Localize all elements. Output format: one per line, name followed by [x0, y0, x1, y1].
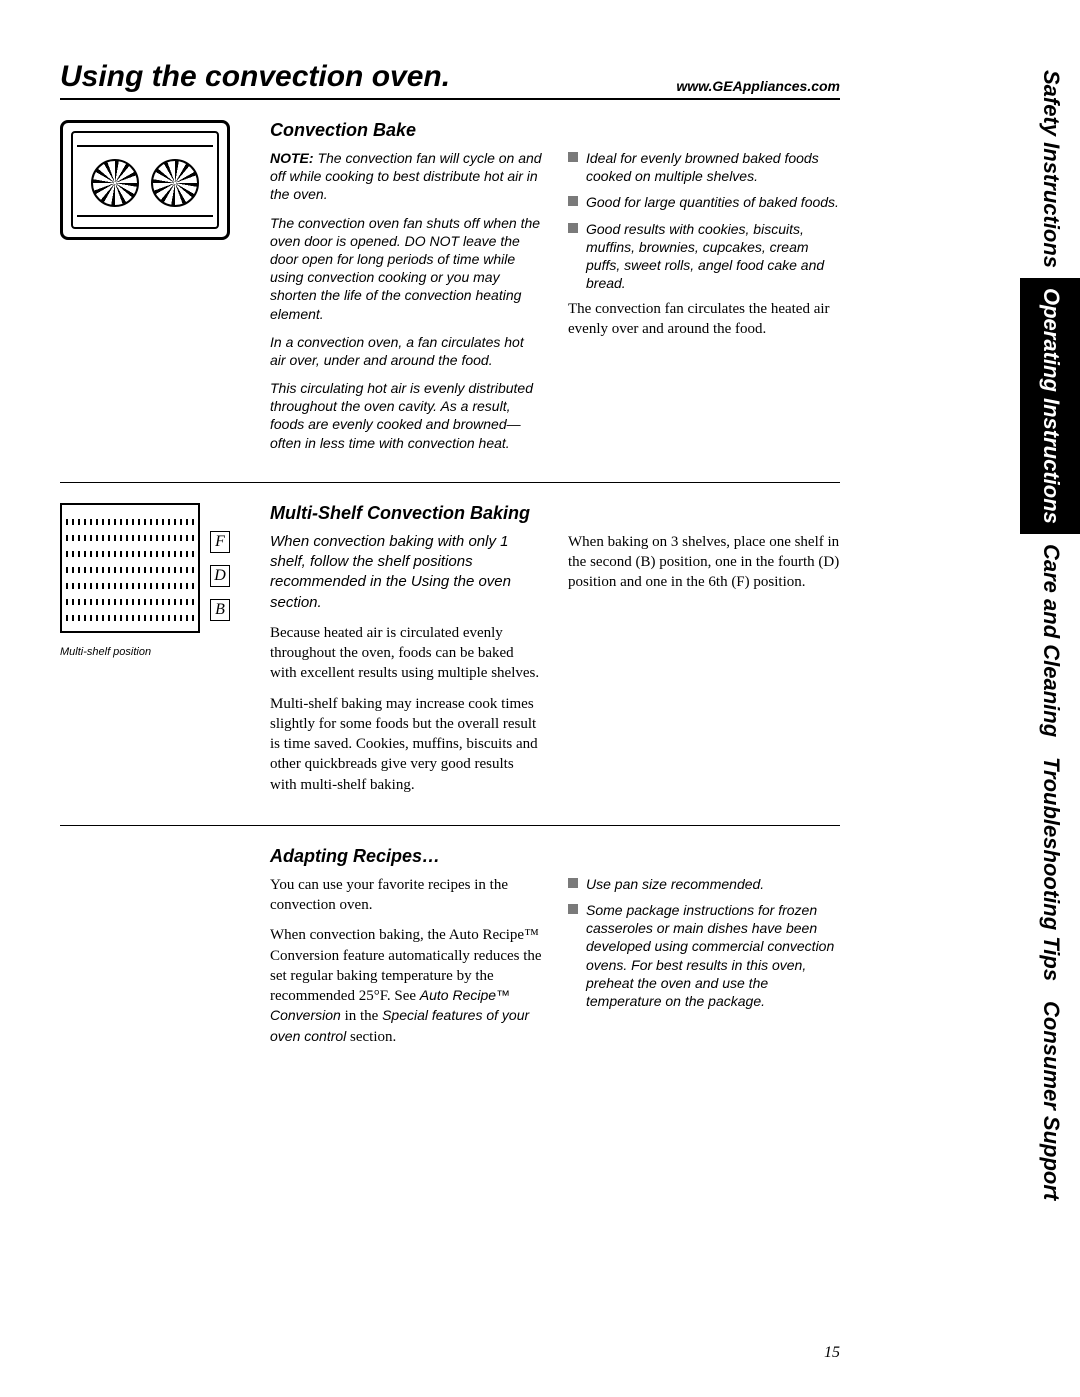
fan-icon	[151, 159, 199, 207]
section-convection-bake: Convection Bake NOTE: The convection fan…	[60, 120, 840, 483]
list-item: Ideal for evenly browned baked foods coo…	[568, 149, 840, 185]
tab-consumer-support[interactable]: Consumer Support	[1020, 991, 1080, 1210]
section-heading: Multi-Shelf Convection Baking	[270, 503, 840, 524]
tab-safety-instructions[interactable]: Safety Instructions	[1020, 60, 1080, 278]
right-column: Use pan size recommended. Some package i…	[568, 875, 840, 1057]
left-column: You can use your favorite recipes in the…	[270, 875, 542, 1057]
header-url: www.GEAppliances.com	[676, 78, 840, 94]
list-item: Some package instructions for frozen cas…	[568, 901, 840, 1010]
right-column: When baking on 3 shelves, place one shel…	[568, 532, 840, 805]
illustration-caption: Multi-shelf position	[60, 646, 250, 658]
body-text: This circulating hot air is evenly distr…	[270, 379, 542, 452]
illustration-column: F D B Multi-shelf position	[60, 503, 250, 805]
left-column: When convection baking with only 1 shelf…	[270, 532, 542, 805]
left-column: NOTE: The convection fan will cycle on a…	[270, 149, 542, 462]
bullet-list: Use pan size recommended. Some package i…	[568, 875, 840, 1010]
shelf-illustration: F D B	[60, 503, 230, 638]
note-label: NOTE:	[270, 150, 314, 166]
section-multi-shelf: F D B Multi-shelf position Multi-Shelf C…	[60, 503, 840, 826]
tab-care-and-cleaning[interactable]: Care and Cleaning	[1020, 534, 1080, 747]
body-text: When convection baking with only 1 shelf…	[270, 532, 542, 613]
section-heading: Convection Bake	[270, 120, 840, 141]
page-title: Using the convection oven.	[60, 60, 450, 94]
body-text: The convection fan circulates the heated…	[568, 300, 840, 339]
illustration-column	[60, 846, 250, 1057]
body-text: When convection baking, the Auto Recipe™…	[270, 925, 542, 1047]
tab-troubleshooting-tips[interactable]: Troubleshooting Tips	[1020, 747, 1080, 991]
list-item: Good for large quantities of baked foods…	[568, 193, 840, 211]
shelf-label-d: D	[210, 565, 230, 587]
shelf-label-b: B	[210, 599, 230, 621]
shelf-label-f: F	[210, 531, 230, 553]
body-text: Multi-shelf baking may increase cook tim…	[270, 694, 542, 795]
section-heading: Adapting Recipes…	[270, 846, 840, 867]
page-content: Using the convection oven. www.GEApplian…	[60, 60, 840, 1097]
tab-operating-instructions[interactable]: Operating Instructions	[1020, 278, 1080, 534]
fan-icon	[91, 159, 139, 207]
body-text: In a convection oven, a fan circulates h…	[270, 333, 542, 369]
right-column: Ideal for evenly browned baked foods coo…	[568, 149, 840, 462]
section-tabs: Safety Instructions Operating Instructio…	[1020, 60, 1080, 1270]
list-item: Use pan size recommended.	[568, 875, 840, 893]
oven-illustration	[60, 120, 230, 240]
body-text: When baking on 3 shelves, place one shel…	[568, 532, 840, 593]
body-text: The convection oven fan shuts off when t…	[270, 214, 542, 323]
page-header: Using the convection oven. www.GEApplian…	[60, 60, 840, 100]
section-adapting-recipes: Adapting Recipes… You can use your favor…	[60, 846, 840, 1077]
page-number: 15	[824, 1344, 840, 1362]
body-text: You can use your favorite recipes in the…	[270, 875, 542, 916]
illustration-column	[60, 120, 250, 462]
list-item: Good results with cookies, biscuits, muf…	[568, 220, 840, 293]
body-text: Because heated air is circulated evenly …	[270, 623, 542, 684]
bullet-list: Ideal for evenly browned baked foods coo…	[568, 149, 840, 292]
